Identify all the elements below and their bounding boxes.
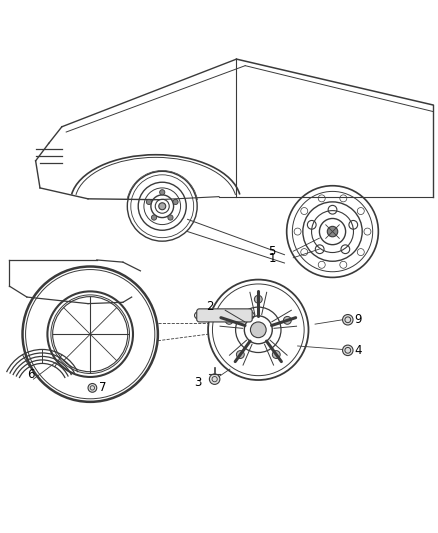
Circle shape [343, 345, 353, 356]
Circle shape [327, 227, 338, 237]
Circle shape [173, 199, 178, 205]
Circle shape [88, 384, 97, 392]
Circle shape [152, 215, 157, 220]
Circle shape [283, 317, 291, 324]
Text: 2: 2 [206, 300, 213, 313]
Text: 1: 1 [268, 252, 276, 265]
Circle shape [146, 199, 152, 205]
Circle shape [272, 351, 280, 359]
Circle shape [159, 190, 165, 195]
Text: 5: 5 [268, 245, 276, 258]
Circle shape [209, 374, 220, 384]
Circle shape [168, 215, 173, 220]
Text: 9: 9 [354, 313, 362, 326]
Text: 7: 7 [99, 382, 107, 394]
Circle shape [237, 351, 244, 359]
Circle shape [159, 203, 166, 210]
Circle shape [343, 314, 353, 325]
Text: 3: 3 [194, 376, 201, 389]
Circle shape [225, 317, 233, 324]
Circle shape [251, 322, 266, 338]
Text: 4: 4 [354, 344, 362, 357]
Circle shape [254, 295, 262, 303]
FancyBboxPatch shape [197, 309, 252, 322]
Text: 6: 6 [27, 368, 35, 381]
